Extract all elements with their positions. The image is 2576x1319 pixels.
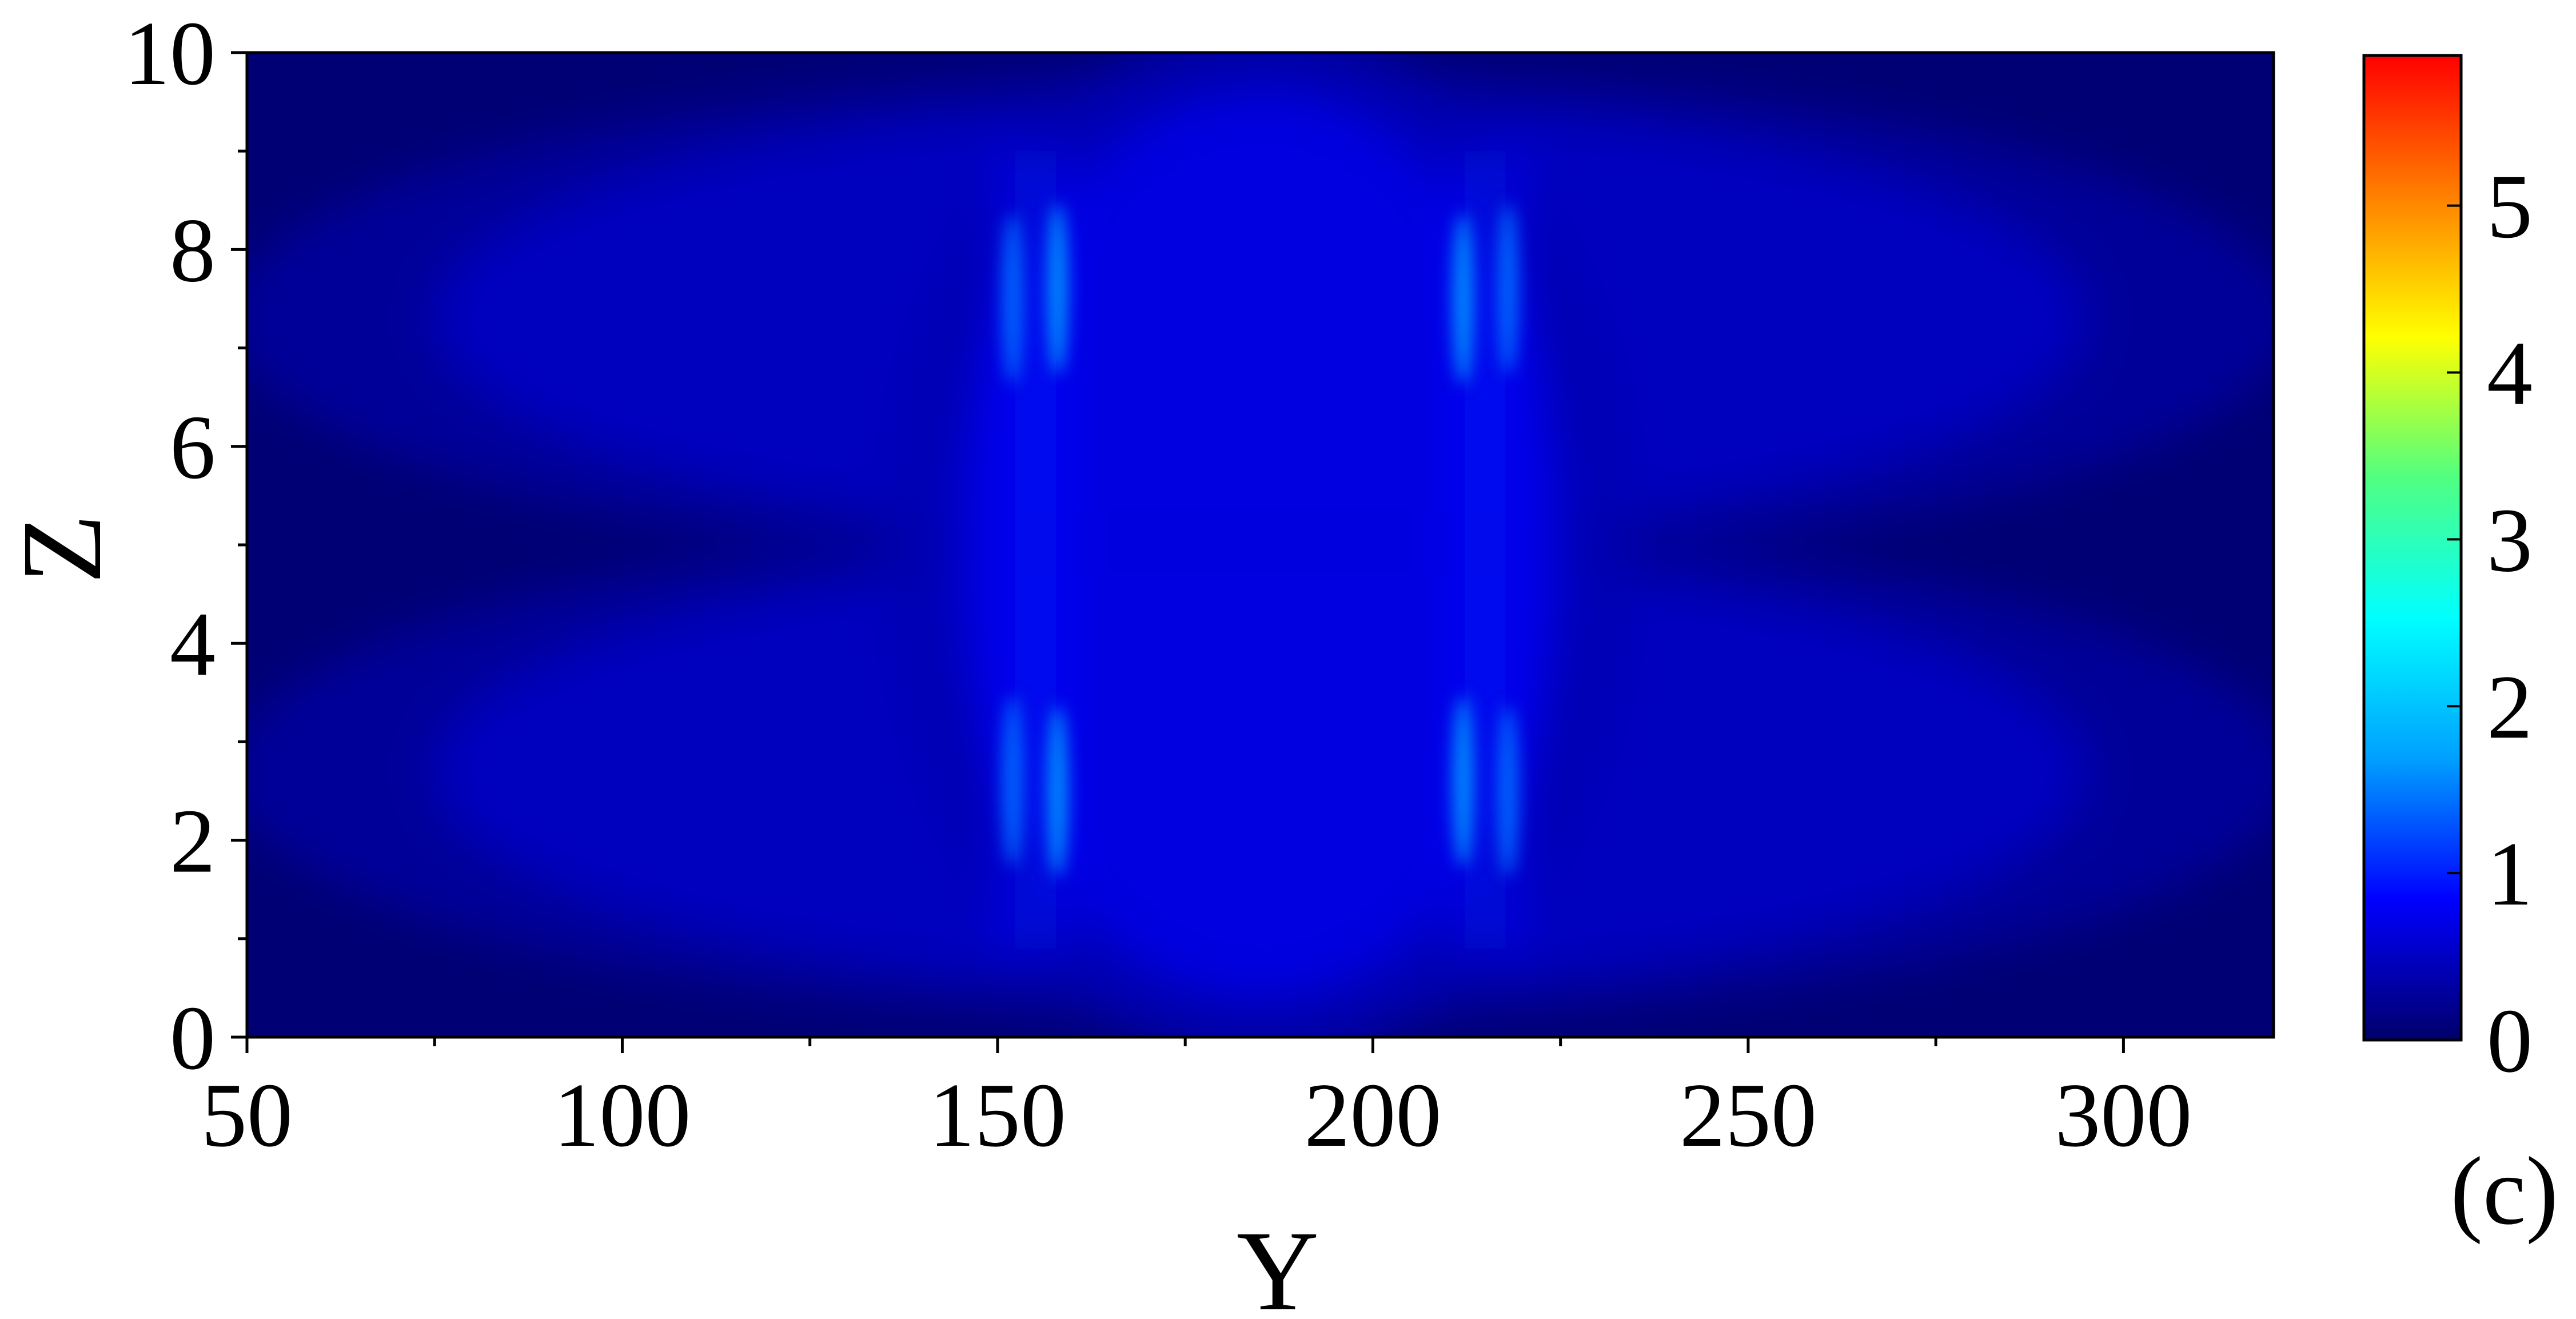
colorbar-tick-label: 3 — [2487, 489, 2533, 591]
colorbar-gradient — [2362, 54, 2463, 1042]
hot-spot-7 — [1497, 705, 1518, 877]
x-tick-label: 50 — [201, 1064, 293, 1166]
hot-spot-0 — [1002, 213, 1023, 385]
x-tick-label: 300 — [2055, 1064, 2192, 1166]
hot-spot-6 — [1453, 695, 1473, 867]
x-tick-label: 100 — [553, 1064, 691, 1166]
heatmap-field — [247, 53, 2274, 1037]
y-tick-label: 0 — [170, 987, 216, 1089]
colorbar-tick-label: 5 — [2487, 156, 2533, 257]
x-axis: 50 100 150 200 250 300 — [201, 1037, 2192, 1166]
hot-spot-1 — [1047, 203, 1068, 375]
hot-spot-3 — [1497, 203, 1518, 375]
y-tick-label: 6 — [170, 396, 216, 498]
y-tick-label: 2 — [170, 790, 216, 892]
x-tick-label: 200 — [1304, 1064, 1441, 1166]
colorbar-tick-label: 0 — [2487, 990, 2533, 1091]
panel-label: (c) — [2450, 1137, 2558, 1245]
y-tick-label: 8 — [170, 199, 216, 301]
colorbar: 0 1 2 3 4 5 — [2362, 54, 2533, 1091]
x-axis-label: Y — [1237, 1208, 1319, 1319]
field-region-2 — [960, 91, 1561, 998]
y-tick-label: 10 — [124, 2, 216, 104]
hot-spot-2 — [1453, 213, 1473, 385]
colorbar-tick-label: 1 — [2487, 823, 2533, 925]
hot-spot-4 — [1002, 695, 1023, 867]
plot-area — [245, 51, 2275, 1039]
colorbar-tick-label: 4 — [2487, 322, 2533, 424]
hot-spot-5 — [1047, 705, 1068, 877]
x-tick-label: 250 — [1680, 1064, 1817, 1166]
y-axis: 0 2 4 6 8 10 — [124, 2, 247, 1089]
y-axis-label: Z — [0, 514, 125, 584]
y-tick-label: 4 — [170, 593, 216, 695]
colorbar-tick-label: 2 — [2487, 656, 2533, 758]
x-tick-label: 150 — [929, 1064, 1066, 1166]
